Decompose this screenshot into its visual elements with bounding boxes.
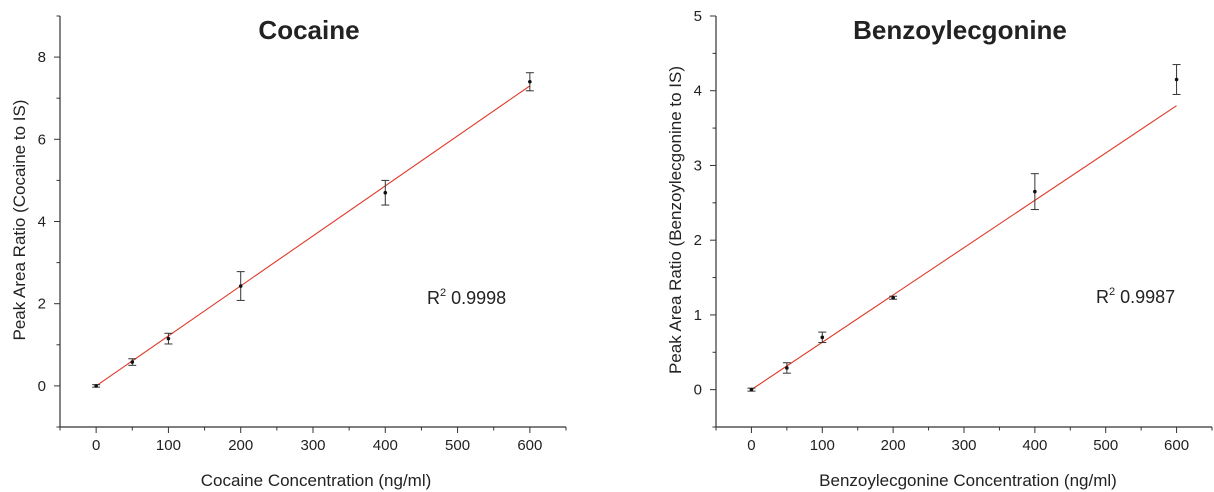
benzoylecgonine-r2-annotation: R2 0.9987 — [1096, 286, 1175, 307]
benzoylecgonine-y-tick-label: 4 — [694, 83, 702, 100]
cocaine-y-tick-label: 4 — [38, 214, 46, 231]
cocaine-y-axis-title: Peak Area Ratio (Cocaine to IS) — [10, 100, 29, 341]
cocaine-x-tick-label: 500 — [445, 437, 470, 454]
cocaine-r2-letter: R — [427, 288, 440, 308]
benzoylecgonine-x-axis-title: Benzoylecgonine Concentration (ng/ml) — [819, 471, 1117, 490]
benzoylecgonine-x-tick-label: 300 — [951, 437, 976, 454]
benzoylecgonine-data-point — [891, 295, 895, 300]
benzoylecgonine-y-tick-label: 0 — [694, 382, 702, 399]
benzoylecgonine-data-point — [1033, 189, 1037, 194]
cocaine-data-point — [383, 190, 388, 195]
benzoylecgonine-x-tick-label: 400 — [1022, 437, 1047, 454]
cocaine-y-tick-label: 0 — [38, 378, 46, 395]
cocaine-x-tick-label: 200 — [228, 437, 253, 454]
benzoylecgonine-chart: Benzoylecgonine Benzoylecgonine Concentr… — [666, 8, 1213, 490]
benzoylecgonine-x-tick-label: 100 — [810, 437, 835, 454]
cocaine-chart-title: Cocaine — [258, 15, 359, 45]
benzoylecgonine-x-tick-label: 500 — [1093, 437, 1118, 454]
cocaine-data-point — [238, 284, 243, 288]
benzoylecgonine-data-point — [785, 366, 789, 370]
benzoylecgonine-data-point — [1174, 77, 1179, 82]
benzoylecgonine-data-point — [749, 387, 754, 392]
cocaine-x-tick-label: 0 — [92, 437, 100, 454]
cocaine-plot-area: 0 100 200 300 400 500 600 0 2 4 6 8 — [38, 15, 567, 454]
benzoylecgonine-r2-value: 0.9987 — [1115, 287, 1175, 307]
cocaine-r2-value: 0.9998 — [446, 288, 506, 308]
cocaine-x-tick-label: 600 — [517, 437, 542, 454]
benzoylecgonine-r2-letter: R — [1096, 287, 1109, 307]
benzoylecgonine-y-tick-label: 5 — [694, 8, 702, 25]
benzoylecgonine-fit-line — [751, 105, 1177, 391]
cocaine-x-tick-label: 100 — [156, 437, 181, 454]
benzoylecgonine-chart-title: Benzoylecgonine — [853, 15, 1067, 45]
cocaine-x-tick-label: 400 — [373, 437, 398, 454]
cocaine-data-point — [528, 79, 532, 84]
cocaine-y-tick-label: 8 — [38, 49, 46, 66]
benzoylecgonine-x-tick-label: 200 — [881, 437, 906, 454]
benzoylecgonine-y-tick-label: 3 — [694, 157, 702, 174]
cocaine-chart: Cocaine Cocaine Concentration (ng/ml) Pe… — [10, 15, 567, 490]
benzoylecgonine-r2-exponent: 2 — [1109, 286, 1115, 298]
cocaine-x-tick-label: 300 — [300, 437, 325, 454]
cocaine-data-point — [130, 360, 135, 364]
cocaine-y-tick-label: 6 — [38, 131, 46, 148]
cocaine-r2-annotation: R2 0.9998 — [427, 287, 506, 308]
benzoylecgonine-y-tick-label: 2 — [694, 232, 702, 249]
cocaine-data-point — [94, 384, 98, 388]
benzoylecgonine-data-point — [820, 335, 825, 340]
benzoylecgonine-plot-area: 0 100 200 300 400 500 600 0 1 2 3 4 5 — [694, 8, 1213, 454]
benzoylecgonine-x-tick-label: 600 — [1164, 437, 1189, 454]
cocaine-data-point — [166, 336, 171, 341]
cocaine-r2-exponent: 2 — [440, 287, 446, 299]
cocaine-x-axis-title: Cocaine Concentration (ng/ml) — [201, 471, 432, 490]
cocaine-y-tick-label: 2 — [38, 296, 46, 313]
benzoylecgonine-x-tick-label: 0 — [747, 437, 755, 454]
benzoylecgonine-y-axis-title: Peak Area Ratio (Benzoylecgonine to IS) — [666, 66, 685, 374]
benzoylecgonine-y-tick-label: 1 — [694, 307, 702, 324]
cocaine-fit-line — [95, 85, 531, 387]
